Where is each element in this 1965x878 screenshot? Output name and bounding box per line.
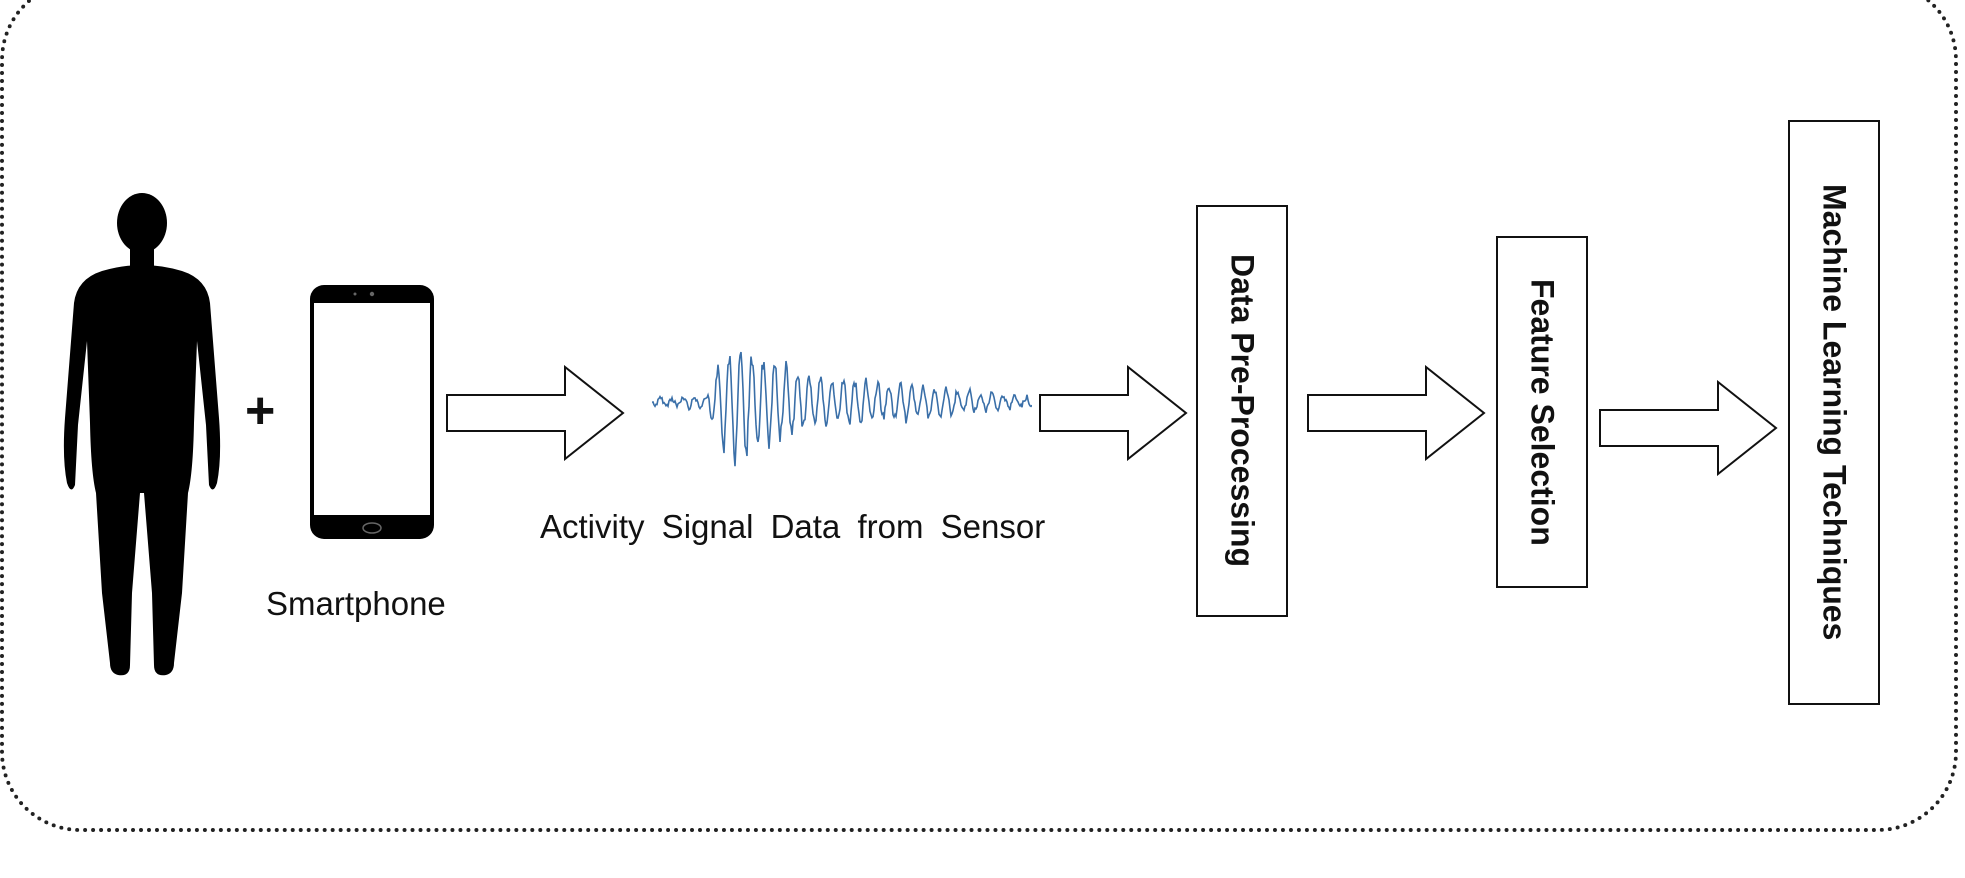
stage-machine-learning-techniques: Machine Learning Techniques [1788,120,1880,705]
dotted-frame [0,0,1958,832]
stage-label: Machine Learning Techniques [1816,184,1853,641]
stage-label: Data Pre-Processing [1224,254,1261,568]
stage-data-preprocessing: Data Pre-Processing [1196,205,1288,617]
smartphone-icon [310,285,434,539]
arrow-right-icon [1307,365,1486,461]
signal-trace [652,351,1032,467]
human-silhouette-icon [63,193,221,676]
plus-sign: + [245,382,276,440]
smartphone-label: Smartphone [266,585,446,622]
stage-label: Feature Selection [1524,278,1561,546]
arrow-right-icon [446,365,625,461]
signal-label: Activity Signal Data from Sensor [540,508,1046,545]
stage-feature-selection: Feature Selection [1496,236,1588,588]
arrow-right-icon [1599,380,1778,476]
arrow-right-icon [1039,365,1188,461]
sensor-signal-waveform [652,351,1032,467]
